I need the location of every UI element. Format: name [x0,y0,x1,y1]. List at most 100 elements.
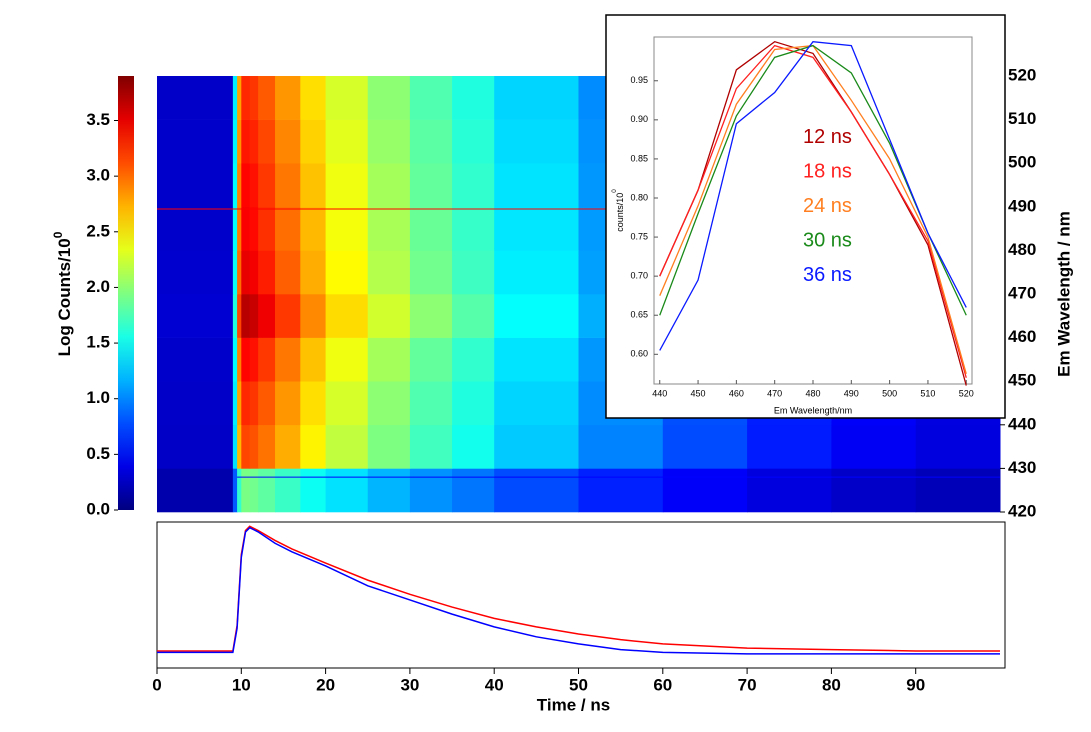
x-tick-label: 20 [316,675,335,694]
heat-cell [275,119,301,164]
plot-frame [156,521,1006,669]
heat-cell [578,424,664,469]
y-tick-label: 430 [1008,458,1036,477]
heat-cell [494,76,579,120]
legend-label: 12 ns [803,126,852,148]
heat-cell [409,424,453,469]
heat-cell [300,337,327,382]
heat-cell [367,337,411,382]
heat-cell [325,424,369,469]
x-tick-label: 60 [653,675,672,694]
y-tick-label: 450 [1008,371,1036,390]
y-tick-label: 500 [1008,153,1036,172]
y-axis-label-main: counts/10 [615,193,625,232]
x-tick-label: 50 [569,675,588,694]
heat-cell [241,163,251,208]
decay-line [157,526,1000,655]
heat-cell [367,294,411,338]
heat-cell [232,76,238,120]
heat-cell [241,468,251,513]
heat-cell [237,119,242,164]
heat-cell [258,250,276,295]
x-tick-label: 500 [882,388,897,398]
heat-cell [232,337,238,382]
heat-cell [237,468,242,513]
y-tick-label: 510 [1008,109,1036,128]
x-tick-label: 440 [652,388,667,398]
heat-cell [157,381,234,426]
y-tick-label: 470 [1008,283,1036,302]
heat-cell [249,119,259,164]
heat-cell [275,337,301,382]
heat-cell [258,424,276,469]
heat-cell [232,424,238,469]
heat-cell [325,294,369,338]
heat-cell [494,337,579,382]
heat-cell [237,424,242,469]
heat-cell [915,468,1001,513]
heat-cell [232,381,238,426]
heat-cell [232,294,238,338]
heat-cell [275,76,301,120]
heat-cell [237,294,242,338]
x-tick-label: 450 [691,388,706,398]
heat-cell [249,424,259,469]
colorbar-tick-label: 1.0 [86,388,110,407]
heat-cell [275,250,301,295]
heat-cell [275,163,301,208]
heat-cell [237,337,242,382]
legend-label: 30 ns [803,229,852,251]
heat-cell [249,337,259,382]
heat-cell [258,294,276,338]
heat-cell [258,206,276,251]
heat-cell [258,468,276,513]
heat-cell [367,381,411,426]
heat-cell [232,119,238,164]
heat-cell [409,294,453,338]
heat-cell [241,76,251,120]
colorbar-label-sup: 0 [51,231,65,238]
heat-cell [241,337,251,382]
heat-cell [325,468,369,513]
heat-cell [157,76,234,120]
heat-cell [831,468,917,513]
heat-cell [367,76,411,120]
spectrum-line [659,44,967,378]
colorbar-tick-label: 3.5 [86,110,110,129]
y-tick-label: 0.95 [630,75,648,85]
y-tick-label: 0.65 [630,310,648,320]
y-tick-label: 0.75 [630,231,648,241]
heat-cell [494,119,579,164]
heat-cell [300,381,327,426]
y-tick-label: 0.85 [630,153,648,163]
heat-cell [494,294,579,338]
heat-cell [452,468,495,513]
y-tick-label: 490 [1008,196,1036,215]
heat-cell [915,424,1001,469]
heat-cell [232,206,238,251]
heat-cell [494,250,579,295]
colorbar-tick-label: 0.5 [86,444,110,463]
heat-cell [157,424,234,469]
heat-cell [367,468,411,513]
colorbar-tick-label: 0.0 [86,499,110,518]
heat-cell [157,294,234,338]
heat-cell [325,76,369,120]
x-tick-label: 490 [844,388,859,398]
heat-cell [452,424,495,469]
heat-cell [232,163,238,208]
x-axis-label: Time / ns [537,695,610,714]
heat-cell [249,163,259,208]
heat-cell [237,163,242,208]
y-tick-label: 520 [1008,65,1036,84]
heat-cell [367,163,411,208]
heat-cell [325,337,369,382]
x-tick-label: 520 [959,388,974,398]
heat-cell [452,250,495,295]
heat-cell [258,76,276,120]
heat-cell [409,163,453,208]
heat-cell [325,119,369,164]
y-tick-label: 0.80 [630,192,648,202]
colorbar-tick-label: 2.5 [86,221,110,240]
